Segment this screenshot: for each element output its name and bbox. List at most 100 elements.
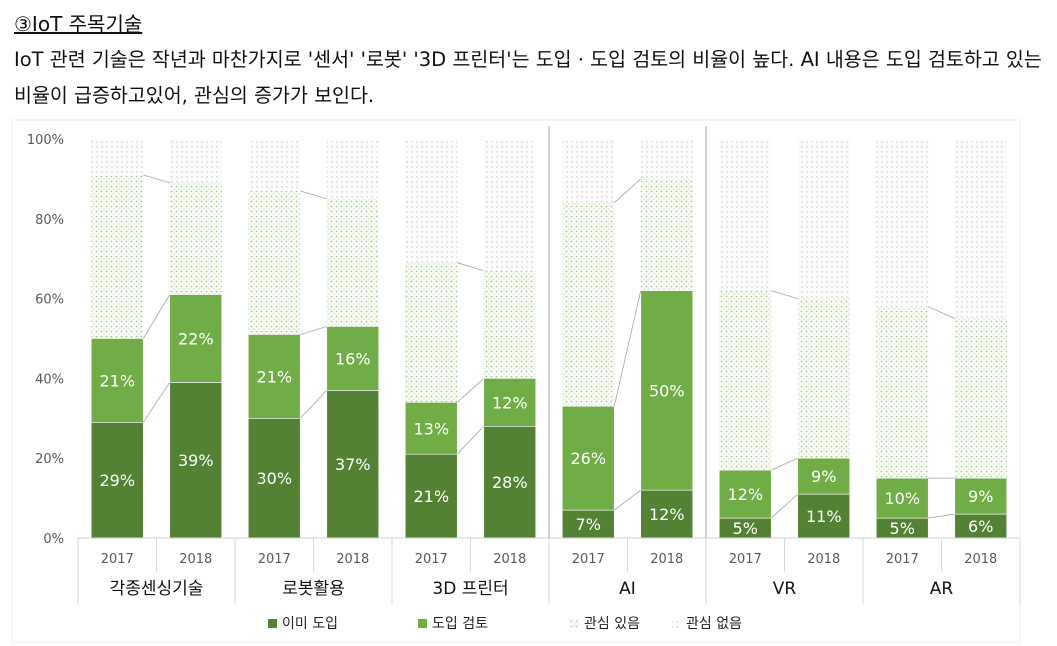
bar-segment-no_interest: [248, 139, 301, 191]
connector-line: [771, 457, 798, 471]
connector-line: [142, 382, 171, 423]
bar-segment-interest: [954, 318, 1007, 479]
bar-segment-no_interest: [719, 139, 772, 291]
y-tick-label: 20%: [35, 452, 64, 467]
bar-segment-interest: [405, 262, 458, 403]
y-tick-label: 0%: [43, 532, 64, 547]
bar-segment-interest: [719, 290, 772, 471]
x-tick-label: 2018: [807, 552, 840, 567]
data-label-considering: 13%: [413, 419, 449, 438]
section-description: IoT 관련 기술은 작년과 마찬가지로 '센서' '로봇' '3D 프린터'는…: [14, 48, 1042, 107]
data-label-already: 7%: [576, 515, 601, 534]
connector-line: [299, 390, 328, 419]
legend-swatch-already: [268, 619, 277, 628]
x-tick-label: 2017: [258, 552, 291, 567]
data-label-already: 12%: [649, 505, 685, 524]
bar-segment-interest: [326, 198, 379, 327]
bar-segment-already: [169, 382, 223, 539]
bar-segment-interest: [248, 190, 301, 335]
connector-line: [613, 178, 642, 204]
chart-frame: [11, 119, 1021, 643]
y-tick-label: 100%: [27, 133, 64, 148]
connector-line: [770, 493, 799, 519]
connector-line: [142, 294, 171, 339]
x-tick-label: 2018: [179, 552, 212, 567]
data-label-considering: 22%: [178, 330, 214, 349]
group-label: 로봇활용: [282, 579, 345, 599]
section-heading: ③IoT 주목기술: [14, 12, 143, 36]
connector-line: [771, 290, 798, 299]
bar-segment-interest: [640, 178, 693, 291]
y-tick-label: 80%: [35, 213, 64, 228]
legend-swatch-interest: [570, 619, 579, 628]
data-label-considering: 26%: [570, 449, 606, 468]
group-label: 3D 프린터: [432, 579, 508, 599]
bar-segment-already: [483, 425, 537, 539]
data-label-considering: 12%: [727, 485, 763, 504]
bar-segment-already: [797, 493, 851, 539]
group-label: AI: [619, 579, 636, 599]
x-tick-label: 2018: [336, 552, 369, 567]
data-label-already: 5%: [733, 519, 758, 538]
data-label-already: 28%: [492, 473, 528, 492]
y-tick-label: 60%: [35, 293, 64, 308]
connector-line: [300, 190, 327, 200]
bar-segment-already: [640, 489, 694, 539]
bar-segment-interest: [169, 182, 222, 295]
data-label-considering: 9%: [811, 467, 836, 486]
legend-swatch-considering: [418, 619, 427, 628]
connector-line: [300, 326, 327, 335]
bar-segment-no_interest: [562, 139, 615, 203]
x-tick-label: 2017: [101, 552, 134, 567]
group-label: 각종센싱기술: [110, 579, 204, 599]
connector-line: [143, 174, 170, 184]
data-label-already: 11%: [806, 507, 842, 526]
bar-segment-no_interest: [91, 139, 144, 175]
data-label-considering: 21%: [256, 367, 292, 386]
data-label-already: 39%: [178, 451, 214, 470]
bar-segment-considering: [90, 338, 144, 423]
group-label: AR: [930, 579, 954, 599]
x-tick-label: 2017: [572, 552, 605, 567]
x-tick-label: 2018: [964, 552, 997, 567]
data-label-already: 6%: [968, 517, 993, 536]
data-label-considering: 9%: [968, 487, 993, 506]
bar-segment-no_interest: [640, 139, 693, 179]
bar-segment-considering: [875, 477, 929, 519]
legend-label-considering: 도입 검토: [432, 616, 488, 632]
data-label-already: 29%: [99, 471, 135, 490]
bar-segment-interest: [797, 298, 850, 459]
bar-segment-no_interest: [483, 139, 536, 271]
data-label-considering: 16%: [335, 349, 371, 368]
bar-segment-interest: [483, 270, 536, 379]
bar-segment-already: [404, 453, 458, 539]
bar-segment-considering: [483, 378, 537, 427]
bar-segment-no_interest: [169, 139, 222, 183]
x-tick-label: 2017: [886, 552, 919, 567]
x-tick-label: 2017: [415, 552, 448, 567]
bar-segment-no_interest: [954, 139, 1007, 319]
y-tick-label: 40%: [35, 372, 64, 387]
connector-line: [457, 262, 484, 272]
bar-segment-considering: [797, 457, 851, 495]
bar-segment-no_interest: [797, 139, 850, 299]
data-label-already: 30%: [256, 469, 292, 488]
data-label-already: 21%: [413, 487, 449, 506]
legend-label-interest: 관심 있음: [584, 616, 640, 632]
connector-line: [456, 378, 485, 403]
data-label-already: 37%: [335, 455, 371, 474]
bar-segment-considering: [954, 477, 1008, 515]
bar-segment-considering: [326, 326, 380, 391]
bar-segment-considering: [640, 290, 694, 491]
bar-segment-already: [561, 509, 615, 539]
bar-segment-considering: [561, 406, 615, 511]
connector-line: [613, 290, 642, 407]
bar-segment-already: [90, 421, 144, 539]
data-label-considering: 21%: [99, 371, 135, 390]
legend-label-already: 이미 도입: [282, 616, 338, 632]
bar-segment-interest: [876, 306, 929, 479]
group-label: VR: [773, 579, 797, 599]
connector-line: [614, 489, 641, 511]
data-label-considering: 10%: [884, 489, 920, 508]
